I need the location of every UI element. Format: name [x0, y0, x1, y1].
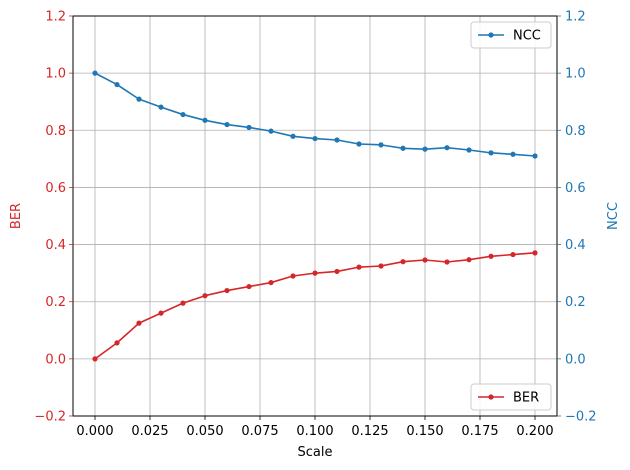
ncc-data-point — [356, 141, 362, 147]
ber-data-point — [466, 257, 472, 263]
ncc-data-point — [136, 96, 142, 102]
x-tick-label: 0.075 — [241, 424, 278, 439]
ber-data-point — [378, 263, 384, 269]
legends: NCC BER — [470, 21, 552, 411]
x-tick-label: 0.000 — [76, 424, 113, 439]
y-left-tick-label: 0.2 — [45, 295, 66, 310]
ber-data-point — [356, 264, 362, 270]
ber-data-point — [488, 253, 494, 259]
ncc-data-point — [488, 150, 494, 156]
ticks: 0.000 0.025 0.050 0.075 0.100 0.125 0.150 0.175… — [34, 10, 596, 440]
ber-data-point — [532, 250, 538, 256]
ber-data-point — [180, 300, 186, 306]
ber-legend-marker — [488, 394, 494, 400]
ber-data-point — [290, 273, 296, 279]
ber-data-point — [136, 320, 142, 326]
ber-data-point — [334, 268, 340, 275]
ncc-legend: NCC — [470, 21, 552, 49]
y-left-tick-label: 0.4 — [45, 238, 66, 253]
y-right-tick-label: 0.0 — [565, 352, 586, 367]
y-axis-left-label: BER — [9, 203, 24, 229]
y-left-tick-label: −0.2 — [34, 410, 66, 425]
ncc-data-point — [92, 70, 98, 76]
ber-data-point — [158, 310, 164, 316]
ber-data-point — [246, 283, 252, 290]
ncc-data-point — [268, 128, 274, 134]
ber-data-point — [202, 293, 208, 299]
ber-data-point — [224, 287, 230, 294]
ncc-data-point — [246, 124, 252, 131]
y-left-tick-label: 0.8 — [45, 124, 66, 139]
ber-legend: BER — [470, 383, 552, 411]
ncc-data-point — [334, 137, 340, 143]
ber-data-point — [444, 259, 450, 265]
x-axis-label: Scale — [298, 445, 333, 460]
x-tick-label: 0.200 — [516, 424, 553, 439]
x-tick-label: 0.100 — [296, 424, 333, 439]
ncc-data-point — [532, 153, 538, 159]
y-right-tick-label: 0.8 — [565, 124, 586, 139]
y-left-tick-label: 1.2 — [45, 10, 66, 25]
ncc-data-point — [180, 111, 186, 118]
ncc-data-point — [114, 81, 120, 88]
ncc-data-point — [378, 142, 384, 148]
y-right-tick-label: 1.2 — [565, 10, 586, 25]
ncc-data-point — [444, 145, 450, 151]
y-left-tick-label: 1.0 — [45, 67, 66, 82]
ber-legend-label: BER — [513, 391, 539, 406]
ncc-data-point — [202, 117, 208, 123]
ber-data-point — [510, 251, 516, 258]
ncc-data-point — [312, 135, 318, 142]
x-tick-label: 0.175 — [461, 424, 498, 439]
y-left-tick-label: 0.6 — [45, 181, 66, 196]
ncc-data-point — [466, 147, 472, 153]
ncc-legend-label: NCC — [513, 29, 541, 44]
y-right-tick-label: 0.6 — [565, 181, 586, 196]
ncc-data-point — [158, 104, 164, 110]
legend-box — [470, 383, 552, 411]
ber-data-point — [400, 259, 406, 265]
x-tick-label: 0.125 — [351, 424, 388, 439]
series-layer — [92, 70, 538, 362]
grid — [73, 15, 557, 417]
x-tick-label: 0.025 — [131, 424, 168, 439]
ncc-legend-marker — [488, 32, 494, 38]
ncc-data-point — [422, 146, 428, 152]
y-axis-right-label: NCC — [606, 202, 621, 230]
x-tick-label: 0.150 — [406, 424, 443, 439]
ber-data-point — [268, 279, 274, 286]
y-right-tick-label: 1.0 — [565, 67, 586, 82]
ber-data-point — [312, 270, 318, 276]
x-tick-label: 0.050 — [186, 424, 223, 439]
legend-box — [470, 21, 552, 49]
ber-data-point — [92, 356, 98, 362]
ber-data-point — [114, 340, 120, 346]
y-right-tick-label: 0.4 — [565, 238, 586, 253]
ber-data-point — [422, 257, 428, 263]
ncc-data-point — [224, 121, 230, 128]
y-right-tick-label: 0.2 — [565, 295, 586, 310]
ncc-data-point — [290, 133, 296, 139]
y-left-tick-label: 0.0 — [45, 352, 66, 367]
y-right-tick-label: −0.2 — [565, 410, 597, 425]
ncc-data-point — [400, 145, 406, 151]
ncc-data-point — [510, 151, 516, 157]
